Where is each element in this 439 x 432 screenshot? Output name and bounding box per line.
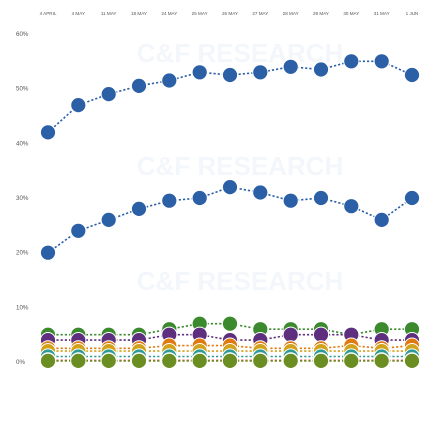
data-point <box>343 352 360 369</box>
x-tick-label: 27 MAY <box>252 11 268 16</box>
x-tick-label: 4 APRIL <box>40 11 57 16</box>
data-point <box>312 189 330 207</box>
data-point <box>100 352 117 369</box>
watermark: C&F RESEARCH C&F RESEARCH C&F RESEARCH <box>137 38 344 296</box>
data-point <box>312 352 330 369</box>
data-point <box>373 53 390 70</box>
data-point <box>161 352 178 369</box>
y-tick-label: 10% <box>16 304 29 311</box>
y-tick-label: 30% <box>16 195 29 202</box>
data-point <box>221 66 239 84</box>
series-1 <box>39 53 421 141</box>
data-point <box>282 326 299 343</box>
data-point <box>312 326 330 343</box>
data-point <box>130 352 148 369</box>
x-tick-label: 26 MAY <box>222 11 238 16</box>
watermark-text: C&F RESEARCH <box>137 151 344 181</box>
data-point <box>39 124 57 141</box>
x-tick-label: 30 MAY <box>343 11 359 16</box>
data-point <box>191 64 208 81</box>
x-tick-label: 31 MAY <box>374 11 390 16</box>
data-point <box>343 53 360 70</box>
y-axis: 60% 50% 40% 30% 20% 10% 0% <box>16 31 29 366</box>
data-point <box>373 211 390 228</box>
data-point <box>403 66 421 84</box>
data-point <box>282 192 299 209</box>
data-point <box>70 97 87 114</box>
data-point <box>282 352 299 369</box>
series-9 <box>39 352 421 369</box>
y-tick-label: 0% <box>16 359 25 366</box>
data-point <box>373 352 390 369</box>
series-2 <box>39 179 421 261</box>
x-tick-label: 29 MAY <box>313 11 329 16</box>
data-point <box>252 64 269 81</box>
data-point <box>403 352 421 369</box>
y-tick-label: 40% <box>16 140 29 147</box>
data-point <box>312 61 330 78</box>
x-tick-label: 1 JUN <box>406 11 419 16</box>
data-point <box>343 198 360 215</box>
data-point <box>100 211 117 228</box>
data-point <box>191 352 208 369</box>
series-layer <box>39 53 421 369</box>
x-tick-label: 18 MAY <box>131 11 147 16</box>
data-point <box>39 244 57 261</box>
x-tick-label: 24 MAY <box>161 11 177 16</box>
data-point <box>130 200 148 217</box>
y-tick-label: 50% <box>16 86 29 93</box>
y-tick-label: 60% <box>16 31 29 38</box>
x-tick-label: 28 MAY <box>283 11 299 16</box>
x-tick-label: 11 MAY <box>101 11 117 16</box>
data-point <box>252 352 269 369</box>
data-point <box>70 352 87 369</box>
watermark-text: C&F RESEARCH <box>137 38 344 68</box>
data-point <box>403 189 421 207</box>
data-point <box>282 58 299 75</box>
data-point <box>161 72 178 89</box>
data-point <box>100 86 117 103</box>
x-axis: 4 APRIL 4 MAY 11 MAY 18 MAY 24 MAY 25 MAY 26 M… <box>40 11 419 16</box>
data-point <box>221 179 239 196</box>
data-point <box>70 222 87 239</box>
data-point <box>221 315 239 332</box>
data-point <box>161 192 178 209</box>
x-tick-label: 4 MAY <box>72 11 85 16</box>
data-point <box>221 352 239 369</box>
data-point <box>130 77 148 95</box>
watermark-text: C&F RESEARCH <box>137 266 344 296</box>
y-tick-label: 20% <box>16 250 29 257</box>
data-point <box>252 184 269 201</box>
x-tick-label: 25 MAY <box>192 11 208 16</box>
data-point <box>39 352 57 369</box>
data-point <box>191 189 208 207</box>
